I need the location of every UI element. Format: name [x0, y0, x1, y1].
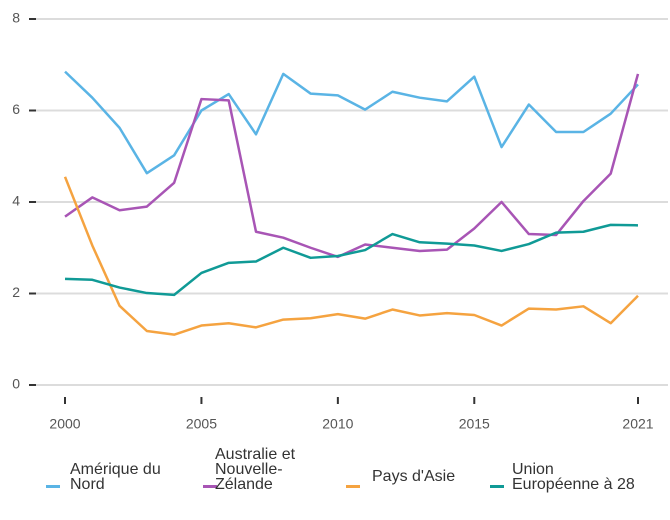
series-line: [63, 176, 639, 336]
legend-label: Union Européenne à 28: [512, 461, 635, 493]
series-line: [64, 73, 640, 259]
x-tick-label: 2005: [186, 416, 217, 432]
legend-label: Amérique du Nord: [70, 461, 161, 493]
y-tick-label: 0: [12, 376, 20, 392]
chart: 0 2 4 6 8 2000 2005 2010 2015 2021: [12, 10, 668, 432]
series-line: [64, 70, 639, 175]
legend-swatch: [346, 485, 360, 488]
x-tick-label: 2015: [459, 416, 490, 432]
y-tick-label: 6: [12, 101, 20, 117]
series-line: [64, 223, 639, 297]
legend-swatch: [203, 485, 217, 488]
legend-swatch: [490, 485, 504, 488]
y-tick-label: 4: [12, 193, 20, 209]
legend-label: Pays d'Asie: [372, 468, 456, 485]
legend-swatch: [46, 485, 60, 488]
x-tick-label: 2010: [322, 416, 353, 432]
legend: Amérique du Nord Australie et Nouvelle-Zé…: [0, 447, 670, 520]
y-tick-label: 2: [12, 284, 20, 300]
x-tick-label: 2000: [49, 416, 80, 432]
legend-label: Australie et Nouvelle-Zélande: [215, 446, 296, 493]
x-tick-label: 2021: [622, 416, 653, 432]
y-tick-label: 8: [12, 10, 20, 26]
